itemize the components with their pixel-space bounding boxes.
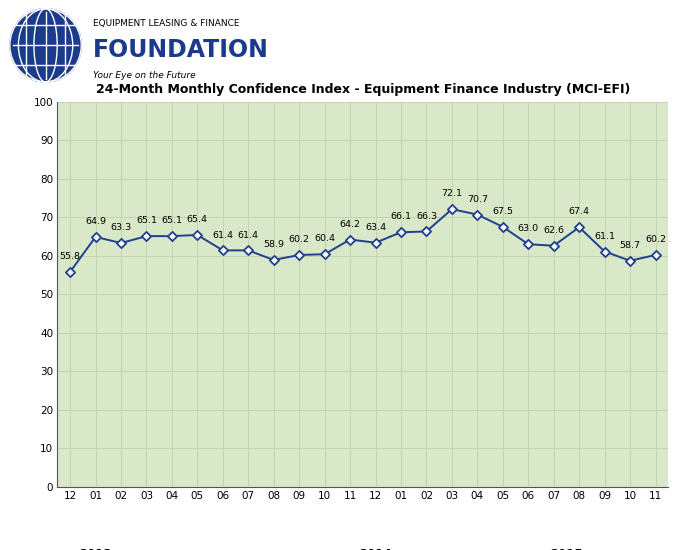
Point (192, 230, 202, 239)
Point (217, 246, 228, 255)
Point (243, 246, 254, 255)
Text: 62.6: 62.6 (543, 226, 564, 235)
Text: 65.1: 65.1 (161, 216, 182, 225)
Text: 2013: 2013 (79, 548, 112, 550)
Point (650, 251, 661, 260)
Point (497, 222, 508, 231)
Point (345, 235, 356, 244)
Text: 67.5: 67.5 (492, 207, 513, 216)
Text: 55.8: 55.8 (59, 252, 80, 261)
Text: 66.1: 66.1 (391, 212, 412, 222)
Circle shape (10, 9, 81, 82)
Text: 63.0: 63.0 (518, 224, 539, 233)
Title: 24-Month Monthly Confidence Index - Equipment Finance Industry (MCI-EFI): 24-Month Monthly Confidence Index - Equi… (96, 84, 630, 96)
Text: FOUNDATION: FOUNDATION (93, 38, 269, 62)
Text: 60.2: 60.2 (289, 235, 310, 244)
Point (446, 205, 457, 213)
Text: 64.9: 64.9 (85, 217, 106, 226)
Text: 2015: 2015 (550, 548, 583, 550)
Text: 58.7: 58.7 (620, 241, 641, 250)
Text: 61.4: 61.4 (213, 230, 234, 240)
Text: 65.1: 65.1 (136, 216, 157, 225)
Text: 66.3: 66.3 (416, 212, 437, 221)
Point (65, 267, 76, 276)
Text: 58.9: 58.9 (263, 240, 284, 249)
Text: 61.4: 61.4 (238, 230, 259, 240)
Text: Your Eye on the Future: Your Eye on the Future (93, 71, 196, 80)
Text: 70.7: 70.7 (467, 195, 488, 204)
Text: 2014: 2014 (359, 548, 392, 550)
Text: 65.4: 65.4 (187, 215, 208, 224)
Text: EQUIPMENT LEASING & FINANCE: EQUIPMENT LEASING & FINANCE (93, 19, 240, 28)
Point (167, 232, 178, 240)
Text: 64.2: 64.2 (340, 220, 360, 229)
Point (574, 223, 585, 232)
Point (548, 241, 559, 250)
Point (472, 210, 483, 219)
Point (294, 251, 304, 260)
Point (319, 250, 330, 258)
Text: 60.2: 60.2 (645, 235, 666, 244)
Point (90, 233, 101, 241)
Text: 60.4: 60.4 (314, 234, 335, 244)
Point (141, 232, 152, 240)
Text: 61.1: 61.1 (594, 232, 615, 241)
Point (523, 240, 534, 249)
Point (396, 228, 406, 236)
Point (599, 247, 610, 256)
Text: 63.4: 63.4 (365, 223, 386, 232)
Text: 67.4: 67.4 (568, 207, 590, 217)
Point (370, 238, 381, 247)
Point (421, 227, 432, 236)
Point (269, 256, 279, 265)
Point (624, 256, 635, 265)
Text: 63.3: 63.3 (111, 223, 132, 232)
Text: 72.1: 72.1 (441, 189, 462, 199)
Point (115, 239, 126, 248)
